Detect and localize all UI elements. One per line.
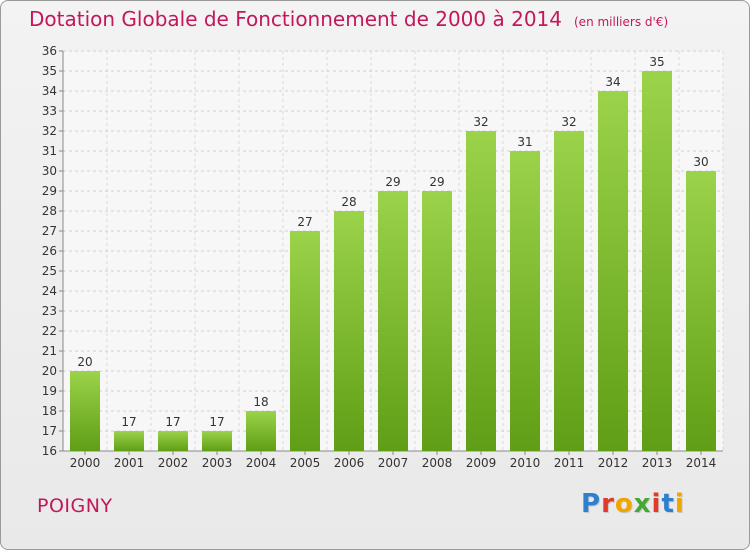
axis-layer: 16 17 18 19 20 21 22 23 24 25 26 27 28 29 30 31 32 33 34 35…	[42, 44, 723, 470]
bar-2004	[246, 411, 276, 451]
value-label-2001: 17	[121, 415, 136, 429]
y-tick-label: 20	[42, 364, 57, 378]
value-label-2011: 32	[561, 115, 576, 129]
y-tick-label: 26	[42, 244, 57, 258]
bar-2007	[378, 191, 408, 451]
x-tick-label-2011: 2011	[554, 456, 585, 470]
y-tick-label: 32	[42, 124, 57, 138]
logo-letter: t	[661, 489, 675, 519]
bar-2003	[202, 431, 232, 451]
y-tick-label: 16	[42, 444, 57, 458]
y-tick-label: 24	[42, 284, 57, 298]
proxiti-logo[interactable]: Proxiti	[581, 489, 685, 519]
value-label-2008: 29	[429, 175, 444, 189]
bar-2010	[510, 151, 540, 451]
bar-2005	[290, 231, 320, 451]
bar-2011	[554, 131, 584, 451]
y-tick-label: 30	[42, 164, 57, 178]
chart-title-text: Dotation Globale de Fonctionnement de 20…	[29, 7, 562, 31]
y-tick-label: 31	[42, 144, 57, 158]
bar-layer	[70, 71, 716, 451]
y-tick-label: 17	[42, 424, 57, 438]
value-label-2006: 28	[341, 195, 356, 209]
value-label-2002: 17	[165, 415, 180, 429]
y-tick-label: 33	[42, 104, 57, 118]
bar-2006	[334, 211, 364, 451]
x-tick-label-2004: 2004	[246, 456, 277, 470]
y-tick-label: 36	[42, 44, 57, 58]
value-label-2005: 27	[297, 215, 312, 229]
x-tick-label-2002: 2002	[158, 456, 189, 470]
x-tick-label-2001: 2001	[114, 456, 145, 470]
value-label-2000: 20	[77, 355, 92, 369]
y-tick-label: 27	[42, 224, 57, 238]
x-tick-label-2009: 2009	[466, 456, 497, 470]
value-label-2009: 32	[473, 115, 488, 129]
value-label-2010: 31	[517, 135, 532, 149]
logo-letter: o	[614, 489, 634, 519]
bar-2013	[642, 71, 672, 451]
x-tick-label-2014: 2014	[686, 456, 717, 470]
x-tick-label-2000: 2000	[70, 456, 101, 470]
y-tick-label: 25	[42, 264, 57, 278]
value-label-2007: 29	[385, 175, 400, 189]
x-tick-label-2012: 2012	[598, 456, 629, 470]
chart-title: Dotation Globale de Fonctionnement de 20…	[29, 7, 668, 31]
x-tick-label-2006: 2006	[334, 456, 365, 470]
y-tick-label: 29	[42, 184, 57, 198]
x-tick-label-2003: 2003	[202, 456, 233, 470]
x-tick-label-2008: 2008	[422, 456, 453, 470]
value-label-2014: 30	[693, 155, 708, 169]
x-tick-label-2010: 2010	[510, 456, 541, 470]
value-label-2012: 34	[605, 75, 620, 89]
y-tick-label: 23	[42, 304, 57, 318]
y-tick-label: 21	[42, 344, 57, 358]
value-label-2013: 35	[649, 55, 664, 69]
x-tick-label-2007: 2007	[378, 456, 409, 470]
logo-letter: x	[633, 489, 652, 519]
value-label-2004: 18	[253, 395, 268, 409]
y-tick-label: 35	[42, 64, 57, 78]
bar-2014	[686, 171, 716, 451]
logo-letter: r	[601, 489, 615, 519]
x-tick-label-2013: 2013	[642, 456, 673, 470]
commune-name: POIGNY	[37, 495, 113, 517]
y-tick-label: 18	[42, 404, 57, 418]
y-tick-label: 22	[42, 324, 57, 338]
logo-letter: i	[674, 489, 685, 519]
y-tick-label: 19	[42, 384, 57, 398]
value-label-2003: 17	[209, 415, 224, 429]
chart-subtitle: (en milliers d'€)	[574, 15, 669, 29]
bar-2009	[466, 131, 496, 451]
y-tick-label: 34	[42, 84, 57, 98]
label-layer: 20 17 17 17 18 27 28 29 29 32 31 32 34 35 30	[77, 55, 708, 429]
logo-letter: P	[581, 489, 602, 519]
bar-2001	[114, 431, 144, 451]
x-tick-label-2005: 2005	[290, 456, 321, 470]
bar-2008	[422, 191, 452, 451]
bar-2002	[158, 431, 188, 451]
logo-letter: i	[651, 489, 662, 519]
bar-2000	[70, 371, 100, 451]
bar-2012	[598, 91, 628, 451]
y-tick-label: 28	[42, 204, 57, 218]
